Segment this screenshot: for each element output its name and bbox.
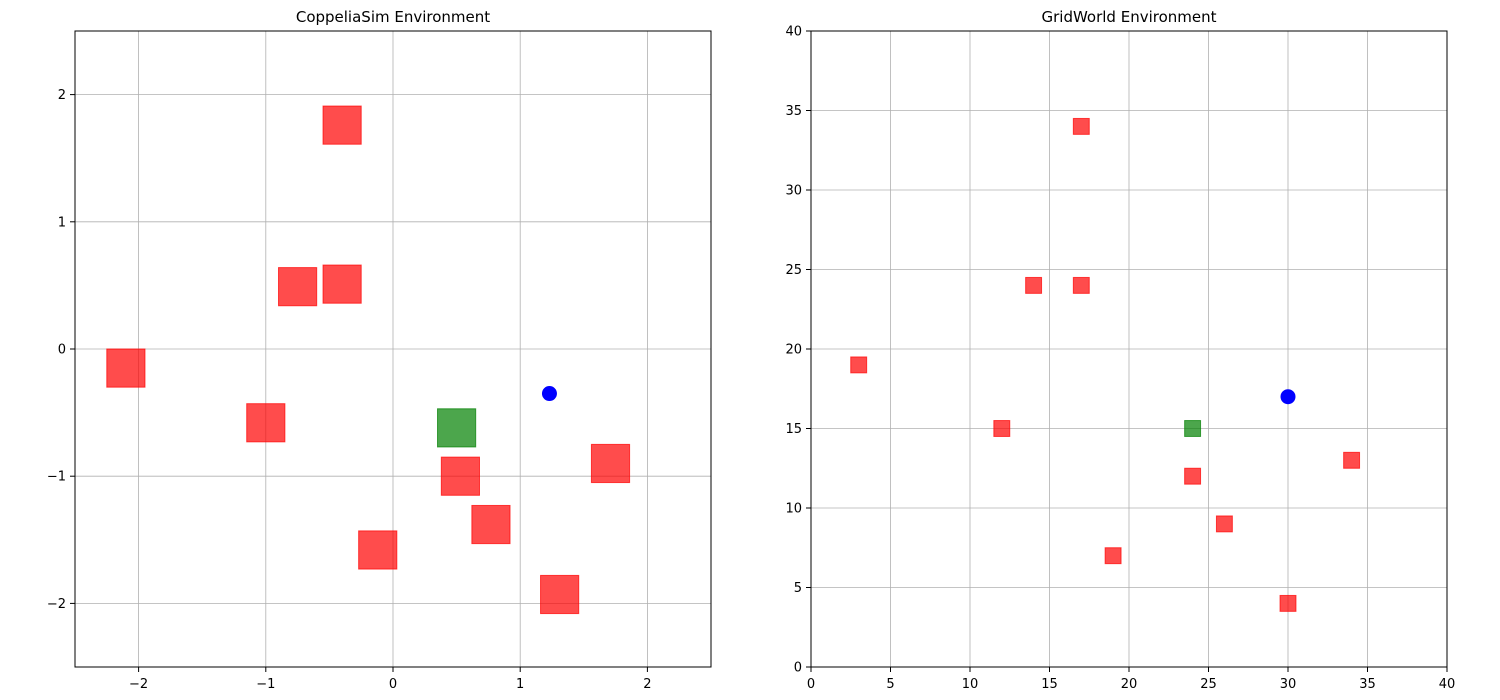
- x-tick-label: −2: [129, 677, 148, 692]
- chart-title: CoppeliaSim Environment: [296, 8, 490, 26]
- y-tick-label: 25: [785, 263, 802, 278]
- obstacle-marker: [1072, 276, 1090, 294]
- y-tick-label: 15: [785, 422, 802, 437]
- series-obstacles: [106, 105, 631, 615]
- chart-title: GridWorld Environment: [1041, 8, 1216, 26]
- obstacle-marker: [1104, 547, 1122, 565]
- chart-panel-2: 0 5 10 15 20 25 30 35 40 0 5 10 15 20 25 30 35 40 GridWorl…: [785, 8, 1455, 692]
- y-tick-label: −2: [47, 597, 66, 612]
- y-tick-label: 5: [794, 581, 802, 596]
- obstacle-marker: [1072, 117, 1090, 135]
- y-tick-label: 0: [58, 343, 66, 358]
- series-obstacles: [850, 117, 1361, 612]
- obstacle-marker: [1343, 451, 1361, 469]
- y-tick-label: 20: [785, 343, 802, 358]
- obstacle-marker: [106, 348, 146, 388]
- x-tick-label: 1: [516, 677, 524, 692]
- y-tick-label: 0: [794, 661, 802, 676]
- goal-marker: [1184, 420, 1202, 437]
- x-tick-label: 25: [1200, 677, 1217, 692]
- series-agent: [541, 386, 557, 402]
- series-goal: [1184, 420, 1202, 437]
- obstacle-marker: [440, 456, 480, 496]
- y-tick-label: 40: [785, 25, 802, 40]
- obstacle-marker: [1025, 276, 1043, 294]
- agent-marker: [541, 386, 557, 402]
- y-tick-label: 35: [785, 104, 802, 119]
- obstacle-marker: [322, 264, 362, 304]
- obstacle-marker: [1215, 515, 1233, 533]
- x-tick-label: 10: [962, 677, 979, 692]
- goal-marker: [437, 408, 477, 448]
- obstacle-marker: [322, 105, 362, 145]
- agent-marker: [1280, 389, 1296, 405]
- y-tick-label: 10: [785, 502, 802, 517]
- series-agent: [1280, 389, 1296, 405]
- obstacle-marker: [993, 420, 1011, 437]
- series-goal: [437, 408, 477, 448]
- x-tick-label: 20: [1121, 677, 1138, 692]
- obstacle-marker: [246, 403, 286, 443]
- x-tick-label: 15: [1041, 677, 1058, 692]
- x-tick-label: 40: [1439, 677, 1456, 692]
- x-tick-label: 5: [886, 677, 894, 692]
- y-tick-label: −1: [47, 470, 66, 485]
- obstacle-marker: [1184, 467, 1202, 485]
- obstacle-marker: [278, 267, 318, 307]
- obstacle-marker: [471, 504, 511, 545]
- obstacle-marker: [540, 574, 580, 615]
- x-tick-label: 0: [807, 677, 815, 692]
- x-tick-label: 30: [1280, 677, 1297, 692]
- x-tick-label: −1: [256, 677, 275, 692]
- y-tick-label: 2: [58, 88, 66, 103]
- x-tick-label: 2: [643, 677, 651, 692]
- y-tick-label: 30: [785, 184, 802, 199]
- obstacle-marker: [590, 443, 631, 484]
- obstacle-marker: [850, 356, 868, 374]
- obstacle-marker: [358, 530, 398, 570]
- chart-panel-1: −2 −1 0 1 2 −2 −1 0 1 2 CoppeliaSim Environment: [47, 8, 712, 692]
- x-tick-label: 0: [389, 677, 397, 692]
- y-tick-label: 1: [58, 215, 66, 230]
- obstacle-marker: [1279, 594, 1297, 612]
- x-tick-label: 35: [1359, 677, 1376, 692]
